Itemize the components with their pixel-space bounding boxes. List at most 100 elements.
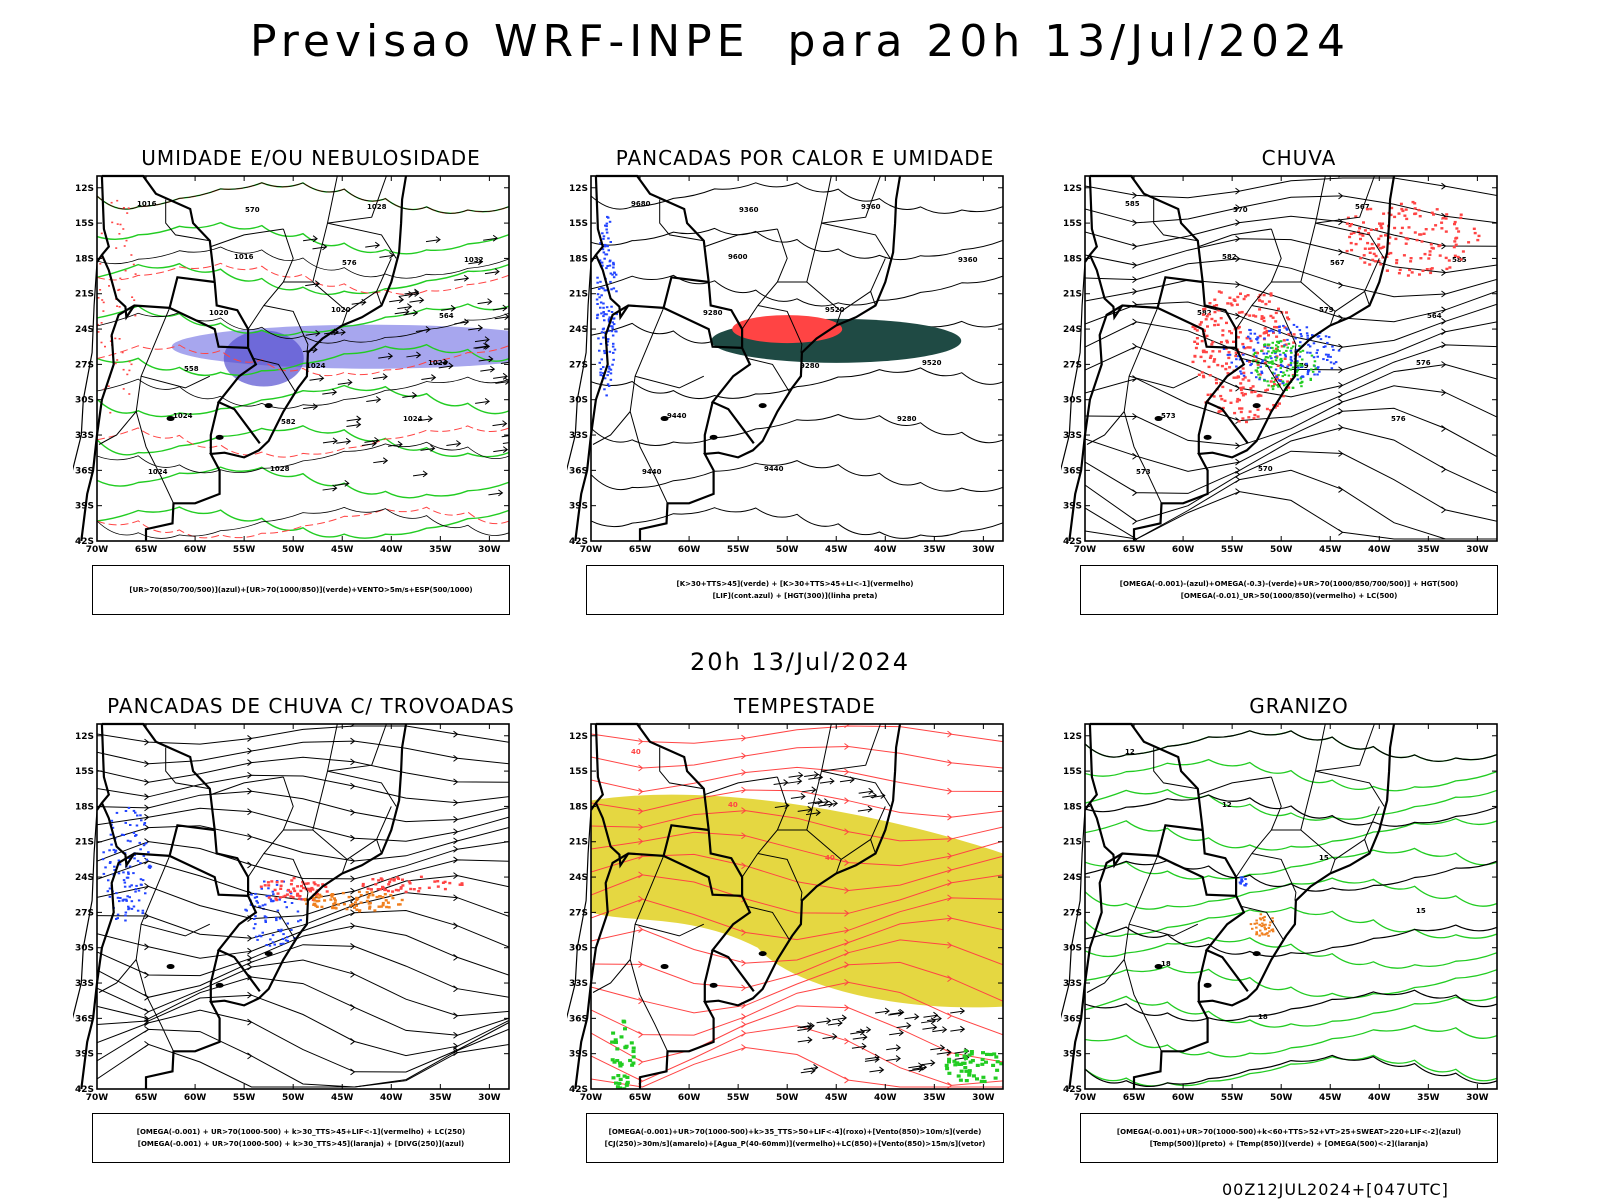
lon-tick-label: 70W bbox=[86, 545, 109, 555]
andes-lif-cell bbox=[603, 388, 606, 391]
rain-cell-red bbox=[1216, 323, 1220, 326]
rain-cell-green bbox=[1263, 343, 1267, 346]
map-heat-showers: 9680960095209520944094409360936092809280… bbox=[567, 174, 1004, 555]
wind-vector bbox=[330, 328, 346, 336]
wind-vector bbox=[483, 234, 499, 242]
streamline-arrow bbox=[144, 804, 150, 812]
shower-cell-orange bbox=[304, 898, 307, 902]
andes-lif-cell bbox=[605, 394, 608, 397]
rain-cell-red bbox=[1240, 311, 1244, 314]
rain-cell-red bbox=[1254, 315, 1258, 318]
wind-vector bbox=[852, 1033, 868, 1041]
divergence-cell bbox=[104, 866, 107, 869]
rain-cell-red bbox=[1413, 212, 1417, 216]
divergence-cell bbox=[127, 905, 130, 908]
streamline bbox=[591, 897, 1003, 941]
panel-hail: GRANIZO 12 12 15 15 18 18 12S 15S 18S 21S 24S 27S 30… bbox=[1061, 694, 1537, 1174]
rain-cell-blue bbox=[1330, 367, 1334, 370]
streamline bbox=[1085, 215, 1497, 247]
streamline-arrow bbox=[844, 859, 850, 866]
hail-omega-cell bbox=[1255, 922, 1259, 925]
rain-cell-red bbox=[1397, 272, 1401, 275]
rain-cell-blue bbox=[1307, 369, 1310, 372]
rain-cell-blue bbox=[1249, 332, 1252, 335]
rain-cell-green bbox=[1282, 345, 1286, 348]
wind-850-area bbox=[953, 1063, 958, 1067]
wind-vector bbox=[366, 396, 382, 403]
lat-tick-label: 12S bbox=[569, 184, 588, 194]
lat-tick-label: 21S bbox=[75, 290, 94, 300]
streamline-arrow bbox=[1338, 281, 1344, 289]
rain-cell-blue bbox=[1281, 382, 1284, 385]
thunder-shower-cell bbox=[287, 888, 290, 892]
divergence-cell bbox=[125, 876, 129, 879]
andes-lif-cell bbox=[607, 318, 611, 321]
andes-lif-cell bbox=[611, 345, 615, 348]
rain-cell-red bbox=[1453, 222, 1456, 226]
wind-850-area bbox=[956, 1074, 961, 1078]
contour-value-label: 9520 bbox=[922, 359, 942, 367]
streamline-arrow bbox=[1338, 486, 1344, 493]
thunder-shower-cell bbox=[419, 875, 423, 878]
streamline-arrow bbox=[1338, 528, 1344, 536]
andes-lif-cell bbox=[595, 298, 599, 301]
streamline-arrow bbox=[741, 769, 747, 776]
streamline-arrow bbox=[1441, 389, 1447, 396]
rain-cell-red bbox=[1269, 292, 1273, 295]
rain-cell-red bbox=[1397, 212, 1401, 215]
andes-humidity-cell bbox=[126, 212, 129, 214]
divergence-cell bbox=[138, 841, 141, 844]
rain-cell-red bbox=[1359, 237, 1362, 241]
lon-tick-label: 30W bbox=[972, 545, 995, 555]
rain-cell-green bbox=[1266, 380, 1269, 383]
rain-cell-blue bbox=[1299, 341, 1302, 344]
lat-tick-label: 42S bbox=[75, 537, 94, 547]
rain-cell-blue bbox=[1278, 326, 1281, 329]
rain-cell-red bbox=[1272, 404, 1276, 407]
andes-humidity-cell bbox=[116, 223, 119, 225]
contour-value-label: 582 bbox=[1222, 253, 1237, 261]
streamline-arrow bbox=[844, 887, 850, 894]
divergence-cell bbox=[122, 834, 126, 836]
andes-humidity-cell bbox=[97, 323, 99, 326]
streamline-arrow bbox=[247, 787, 253, 795]
divergence-cell bbox=[258, 934, 261, 937]
rain-cell-red bbox=[1259, 394, 1263, 397]
divergence-cell bbox=[264, 919, 267, 922]
contour-line bbox=[1085, 794, 1497, 827]
rain-cell-blue bbox=[1262, 352, 1265, 355]
rain-cell-red bbox=[1275, 374, 1279, 377]
rain-cell-green bbox=[1274, 359, 1278, 362]
shower-cell-orange bbox=[332, 902, 336, 906]
andes-lif-cell bbox=[608, 367, 611, 370]
lon-tick-label: 45W bbox=[825, 545, 848, 555]
andes-lif-cell bbox=[609, 272, 613, 275]
rain-cell-red bbox=[1241, 378, 1245, 381]
hail-omega-cell bbox=[1267, 934, 1270, 937]
panel-title: PANCADAS POR CALOR E UMIDADE bbox=[615, 146, 995, 170]
divergence-cell bbox=[128, 885, 132, 888]
streamline-arrow bbox=[844, 828, 850, 836]
rain-cell-red bbox=[1409, 260, 1413, 263]
rain-cell-red bbox=[1389, 213, 1393, 217]
wind-850-area bbox=[969, 1052, 974, 1056]
streamline-arrow bbox=[947, 813, 953, 821]
lon-tick-label: 60W bbox=[678, 1093, 701, 1103]
rain-cell-red bbox=[1422, 232, 1426, 235]
rain-cell-green bbox=[1252, 359, 1255, 362]
wind-vector bbox=[858, 787, 874, 795]
thunder-shower-cell bbox=[288, 890, 292, 894]
rain-cell-red bbox=[1246, 294, 1250, 297]
map-frame bbox=[97, 724, 509, 1089]
rain-cell-red bbox=[1220, 364, 1224, 368]
shower-cell-orange bbox=[386, 901, 390, 904]
wind-vector bbox=[361, 440, 377, 447]
rain-cell-red bbox=[1258, 373, 1262, 376]
rain-cell-green bbox=[1290, 347, 1293, 350]
streamline-arrow bbox=[741, 1044, 747, 1051]
rain-cell-red bbox=[1274, 320, 1278, 323]
streamline-arrow bbox=[247, 947, 253, 955]
streamline-arrow bbox=[350, 901, 356, 909]
